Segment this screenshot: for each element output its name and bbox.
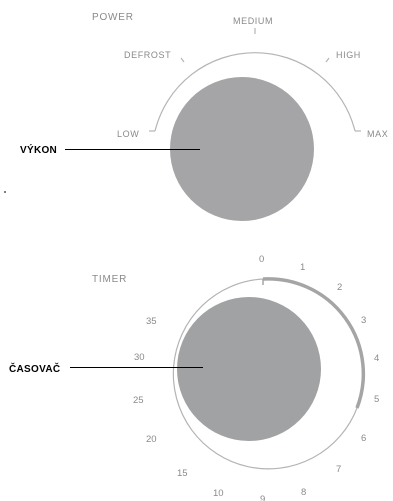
timer-mark-5: 5 xyxy=(374,394,379,405)
power-scale-arc xyxy=(154,52,356,132)
timer-mark-4: 4 xyxy=(374,353,379,364)
power-level-max: MAX xyxy=(367,129,388,139)
timer-mark-1: 1 xyxy=(300,262,305,273)
timer-mark-6: 6 xyxy=(361,433,366,444)
timer-mark-10: 10 xyxy=(213,488,224,499)
power-callout-label: VÝKON xyxy=(20,143,57,156)
timer-section: TIMER 0 1 2 3 4 5 6 7 8 9 10 15 20 25 30… xyxy=(9,254,379,501)
power-title: POWER xyxy=(92,12,134,23)
power-level-high: HIGH xyxy=(336,50,361,60)
timer-mark-20: 20 xyxy=(146,434,157,445)
timer-mark-35: 35 xyxy=(146,316,157,327)
timer-mark-7: 7 xyxy=(336,464,341,475)
timer-knob[interactable] xyxy=(177,297,321,441)
timer-title: TIMER xyxy=(92,274,127,285)
power-level-medium: MEDIUM xyxy=(233,16,273,26)
timer-scale-arc xyxy=(172,278,358,470)
timer-mark-15: 15 xyxy=(177,468,188,479)
power-knob[interactable] xyxy=(170,77,314,221)
timer-highlight-arc xyxy=(262,277,366,409)
timer-mark-2: 2 xyxy=(337,282,342,293)
timer-mark-8: 8 xyxy=(301,487,306,498)
timer-callout-label: ČASOVAČ xyxy=(9,362,60,375)
power-level-defrost: DEFROST xyxy=(124,50,171,60)
power-level-low: LOW xyxy=(117,129,139,139)
timer-mark-25: 25 xyxy=(133,395,144,406)
stray-dot xyxy=(4,191,6,193)
timer-mark-9: 9 xyxy=(260,494,265,501)
timer-mark-3: 3 xyxy=(361,315,366,326)
power-section: POWER LOW DEFROST MEDIUM HIGH MAX VÝKON xyxy=(20,12,388,221)
power-tick-defrost xyxy=(180,57,185,63)
timer-mark-30: 30 xyxy=(134,352,145,363)
timer-mark-0: 0 xyxy=(259,254,264,265)
power-tick-high xyxy=(325,57,330,63)
